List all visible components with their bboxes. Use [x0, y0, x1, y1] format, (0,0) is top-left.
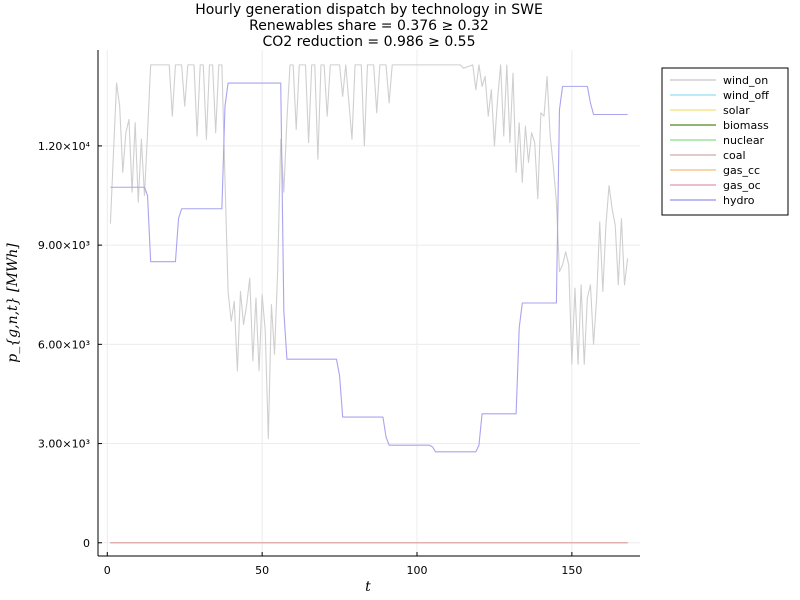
- series-line-wind_on: [109, 64, 629, 440]
- x-tick-label: 100: [407, 564, 428, 577]
- legend-label-gas_cc: gas_cc: [723, 164, 760, 177]
- y-tick-label: 9.00×10³: [38, 239, 90, 252]
- legend-label-hydro: hydro: [723, 194, 755, 207]
- axes: [97, 50, 640, 557]
- legend-label-gas_oc: gas_oc: [723, 179, 761, 192]
- y-tick-label: 0: [83, 537, 90, 550]
- legend-label-nuclear: nuclear: [723, 134, 765, 147]
- legend-label-wind_on: wind_on: [723, 74, 768, 87]
- tick-labels: 0 50 100 150 0 3.00×10³ 6.00×10³ 9.00×10³ 1.20×1…: [38, 140, 582, 577]
- x-axis-label: t: [365, 579, 371, 595]
- x-tick-label: 50: [255, 564, 269, 577]
- series-line-hydro: [110, 82, 628, 453]
- chart-title-line: Renewables share = 0.376 ≥ 0.32: [249, 18, 489, 34]
- y-tick-label: 1.20×10⁴: [38, 140, 91, 153]
- legend-label-biomass: biomass: [723, 119, 769, 132]
- y-tick-label: 3.00×10³: [38, 438, 90, 451]
- chart-title-line: Hourly generation dispatch by technology…: [195, 2, 543, 18]
- chart-title: Hourly generation dispatch by technology…: [195, 2, 543, 50]
- series-lines: [109, 64, 629, 544]
- y-axis-label: p_{g,n,t} [MWh]: [5, 243, 21, 363]
- legend-box: [661, 67, 789, 216]
- chart-title-line: CO2 reduction = 0.986 ≥ 0.55: [262, 34, 475, 50]
- x-tick-label: 150: [561, 564, 582, 577]
- x-tick-label: 0: [104, 564, 111, 577]
- legend-label-coal: coal: [723, 149, 746, 162]
- legend-label-wind_off: wind_off: [723, 89, 769, 102]
- y-tick-label: 6.00×10³: [38, 338, 90, 351]
- legend-label-solar: solar: [723, 104, 750, 117]
